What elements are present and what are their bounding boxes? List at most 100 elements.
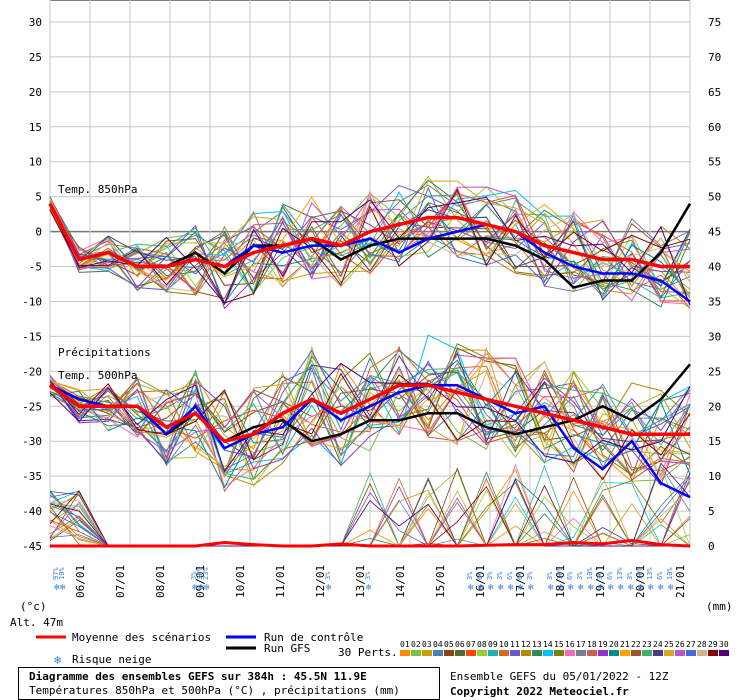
snowflake-icon: ❄ xyxy=(54,583,60,593)
snow-risk-label: 3% xyxy=(324,571,332,580)
left-unit: (°c) xyxy=(20,600,47,613)
footer-title-box: Diagramme des ensembles GEFS sur 384h : … xyxy=(18,667,440,700)
snow-risk-row: 97%❄10%❄3%❄38%❄23%❄3%❄3%❄3%❄6%❄3%❄3%❄6%❄… xyxy=(52,567,674,593)
right-tick-label: 0 xyxy=(708,540,715,553)
right-tick-label: 30 xyxy=(708,330,721,343)
pert-swatch xyxy=(411,650,421,656)
pert-swatch xyxy=(400,650,410,656)
snowflake-icon: ❄ xyxy=(608,583,614,593)
pert-swatch xyxy=(686,650,696,656)
pert-swatch xyxy=(664,650,674,656)
pert-swatch xyxy=(466,650,476,656)
snowflake-icon: ❄ xyxy=(326,583,332,593)
right-tick-label: 70 xyxy=(708,51,721,64)
pert-line-t850 xyxy=(49,198,691,309)
date-tick-label: 17/01 xyxy=(514,565,527,598)
date-tick-label: 16/01 xyxy=(474,565,487,598)
snow-risk-label: 3% xyxy=(486,571,494,580)
snow-risk-label: 10% xyxy=(636,567,644,580)
snow-risk-label: 3% xyxy=(546,571,554,580)
pert-line-t850 xyxy=(49,193,691,302)
snow-risk-label: 3% xyxy=(364,571,372,580)
main-series xyxy=(48,202,692,548)
right-tick-label: 5 xyxy=(708,505,715,518)
right-tick-label: 55 xyxy=(708,156,721,169)
pert-number: 25 xyxy=(664,640,674,649)
snow-risk-label: 3% xyxy=(466,571,474,580)
pert-line-t850 xyxy=(49,205,691,306)
snow-risk-label: 6% xyxy=(606,571,614,580)
right-tick-label: 10 xyxy=(708,470,721,483)
right-tick-label: 25 xyxy=(708,365,721,378)
snow-risk-label: 6% xyxy=(506,571,514,580)
right-tick-label: 15 xyxy=(708,435,721,448)
snowflake-icon: ❄ xyxy=(498,583,504,593)
date-tick-label: 11/01 xyxy=(274,565,287,598)
snow-risk-label: 38% xyxy=(196,567,204,580)
snow-risk-label: 97% xyxy=(52,567,60,580)
pert-number: 27 xyxy=(686,640,696,649)
pert-swatch xyxy=(543,650,553,656)
snowflake-icon: ❄ xyxy=(488,583,494,593)
left-tick-label: -5 xyxy=(29,261,42,274)
date-tick-label: 12/01 xyxy=(314,565,327,598)
snowflake-icon: ❄ xyxy=(60,583,66,593)
snowflake-icon: ❄ xyxy=(578,583,584,593)
left-tick-label: -30 xyxy=(22,435,42,448)
pert-swatch xyxy=(444,650,454,656)
right-unit: (mm) xyxy=(706,600,733,613)
left-tick-label: -35 xyxy=(22,470,42,483)
snowflake-icon: ❄ xyxy=(198,583,204,593)
pert-number: 04 xyxy=(433,640,443,649)
series-line-t850 xyxy=(48,202,690,269)
snowflake-icon: ❄ xyxy=(518,583,524,593)
snow-risk-label: 3% xyxy=(190,571,198,580)
snowflake-icon: ❄ xyxy=(204,583,210,593)
pert-number: 09 xyxy=(488,640,498,649)
date-tick-label: 06/01 xyxy=(74,565,87,598)
pert-number: 23 xyxy=(642,640,652,649)
right-tick-label: 50 xyxy=(708,191,721,204)
pert-line-t850 xyxy=(49,186,691,305)
left-tick-label: -25 xyxy=(22,400,42,413)
pert-number: 30 xyxy=(719,640,729,649)
snowflake-icon: ❄ xyxy=(478,583,484,593)
pert-line-t850 xyxy=(49,184,691,291)
pert-number: 10 xyxy=(499,640,509,649)
snow-risk-label: 13% xyxy=(646,567,654,580)
snowflake-icon: ❄ xyxy=(598,583,604,593)
pert-legend: 01 02 03 04 05 06 07 08 09 10 11 12 13 14 15 16 17 18 19 20… xyxy=(400,640,729,656)
right-tick-label: 65 xyxy=(708,86,721,99)
left-tick-label: 25 xyxy=(29,51,42,64)
right-tick-label: 35 xyxy=(708,295,721,308)
snow-risk-label: 13% xyxy=(616,567,624,580)
pert-number: 19 xyxy=(598,640,608,649)
left-tick-label: 30 xyxy=(29,16,42,29)
left-tick-label: -45 xyxy=(22,540,42,553)
pert-line-t500 xyxy=(49,369,691,463)
legend-control-label: Run de contrôle xyxy=(264,631,363,644)
pert-swatch xyxy=(631,650,641,656)
left-tick-label: 15 xyxy=(29,121,42,134)
snowflake-icon: ❄ xyxy=(558,583,564,593)
pert-number: 03 xyxy=(422,640,432,649)
snowflake-icon: ❄ xyxy=(588,583,594,593)
series-line-t500 xyxy=(49,384,691,499)
snow-risk-label: 3% xyxy=(496,571,504,580)
snowflake-icon: ❄ xyxy=(568,583,574,593)
snowflake-icon: ❄ xyxy=(192,583,198,593)
pert-swatch xyxy=(488,650,498,656)
pert-swatch xyxy=(510,650,520,656)
snowflake-icon: ❄ xyxy=(648,583,654,593)
pert-number: 21 xyxy=(620,640,630,649)
pert-number: 16 xyxy=(565,640,575,649)
snowflake-icon: ❄ xyxy=(668,583,674,593)
pert-number: 18 xyxy=(587,640,597,649)
snow-risk-label: 10% xyxy=(556,567,564,580)
pert-line-t850 xyxy=(49,196,691,306)
pert-line-t850 xyxy=(49,188,691,304)
snowflake-icon: ❄ xyxy=(366,583,372,593)
snow-risk-label: 10% xyxy=(666,567,674,580)
pert-number: 05 xyxy=(444,640,454,649)
pert-line-t850 xyxy=(49,193,691,293)
